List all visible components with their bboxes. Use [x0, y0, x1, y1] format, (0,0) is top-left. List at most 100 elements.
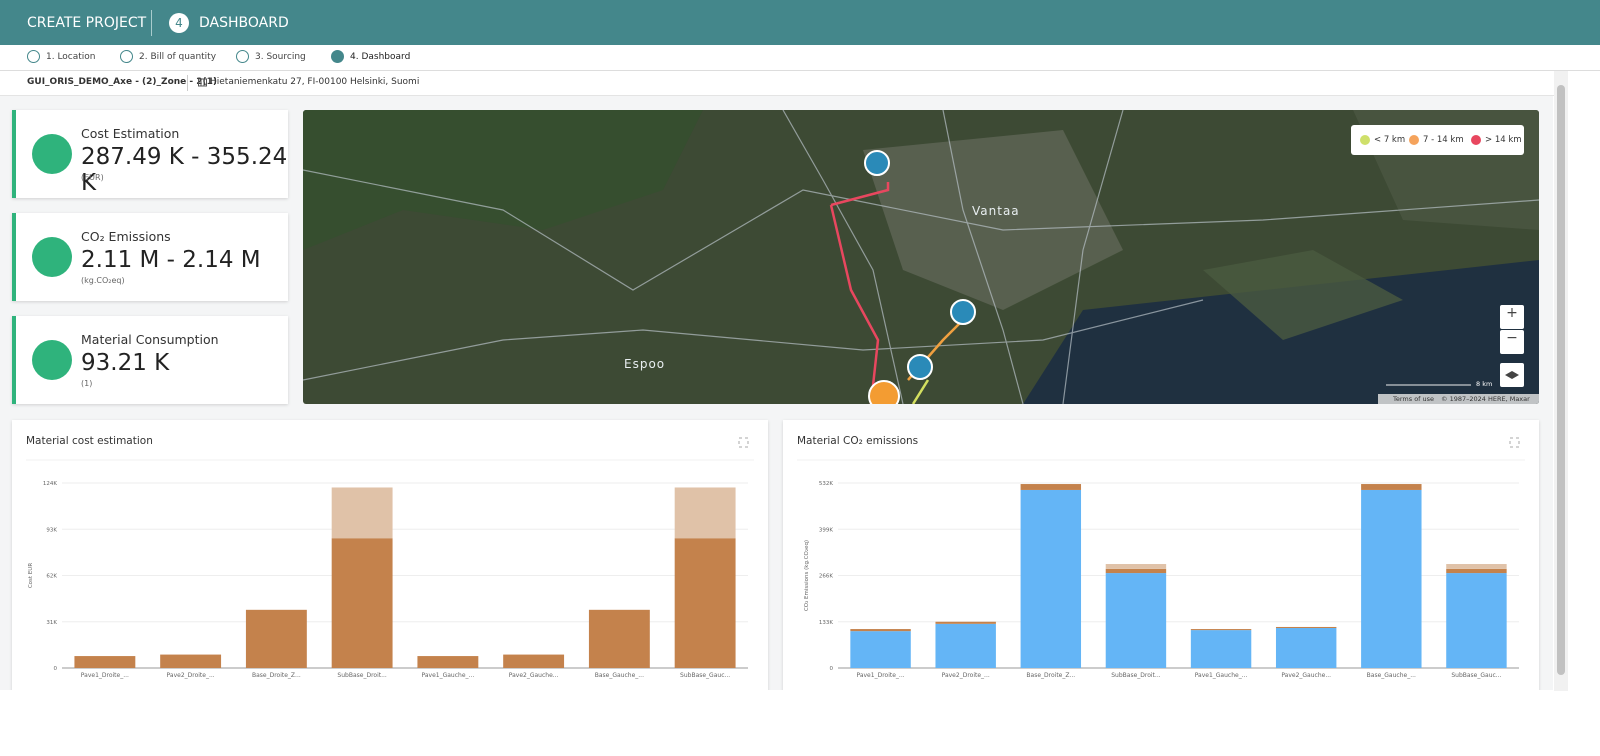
bar-segment: [331, 538, 393, 668]
kpi-title: Material Consumption: [81, 332, 219, 347]
kpi-unit: (kg.CO₂eq): [81, 276, 125, 285]
kpi-card: Material Consumption 93.21 K (1): [12, 316, 288, 404]
x-tick-label: SubBase_Droit...: [1111, 672, 1160, 679]
x-tick-label: Base_Gauche_...: [595, 672, 644, 679]
bar-segment: [935, 623, 996, 668]
copyright: © 1987–2024 HERE, Maxar: [1441, 395, 1530, 403]
step-label[interactable]: 3. Sourcing: [255, 52, 306, 62]
bar-segment: [1190, 630, 1252, 668]
kpi-card: CO₂ Emissions 2.11 M - 2.14 M (kg.CO₂eq): [12, 213, 288, 301]
bar-segment: [1020, 484, 1082, 490]
bar-segment: [1105, 568, 1167, 574]
kpi-unit: (EUR): [81, 173, 104, 182]
legend-label: > 14 km: [1485, 135, 1522, 145]
terms-link[interactable]: Terms of use: [1393, 395, 1435, 403]
bar-segment: [850, 631, 911, 668]
bar-segment: [331, 487, 393, 539]
x-tick-label: Pave1_Droite_...: [81, 672, 129, 679]
y-tick-label: 0: [54, 666, 58, 672]
x-tick-label: Pave2_Droite_...: [167, 672, 215, 679]
chart-title: Material cost estimation: [26, 435, 153, 447]
bar-segment: [935, 621, 996, 624]
step-badge: 4: [169, 13, 189, 33]
project-name: GUI_ORIS_DEMO_Axe - (2)_Zone - 2(1): [27, 77, 218, 87]
zoom-in[interactable]: +: [1506, 305, 1518, 321]
kpi-title: CO₂ Emissions: [81, 229, 171, 244]
step-label[interactable]: 2. Bill of quantity: [139, 52, 217, 62]
y-tick-label: 62K: [46, 574, 57, 580]
x-tick-label: Pave1_Droite_...: [856, 672, 904, 679]
bar-segment: [1446, 573, 1507, 668]
bar-segment: [1446, 568, 1507, 574]
kpi-title: Cost Estimation: [81, 126, 180, 141]
app-title[interactable]: CREATE PROJECT: [27, 15, 147, 31]
bar-segment: [245, 609, 307, 668]
y-tick-label: 0: [830, 666, 834, 672]
kpi-icon: [32, 237, 72, 277]
chart-title: Material CO₂ emissions: [797, 435, 919, 447]
chart: 0 31K 62K 93K 124K Cost EUR Pave1_Droite_... Pa…: [26, 437, 754, 679]
kpi-value: 93.21 K: [81, 350, 170, 376]
bar-segment: [1105, 564, 1167, 569]
bar-segment: [1446, 564, 1507, 569]
bar-segment: [1361, 484, 1422, 490]
bar-segment: [1105, 573, 1167, 668]
x-tick-label: Pave1_Gauche_...: [422, 672, 475, 679]
bar-segment: [160, 654, 222, 668]
footer-space: [0, 690, 1553, 756]
step-icon[interactable]: [120, 50, 133, 63]
bar-segment: [588, 609, 650, 668]
y-tick-label: 266K: [819, 574, 833, 580]
x-tick-label: Pave2_Gauche...: [1281, 672, 1331, 679]
map[interactable]: [303, 110, 1539, 404]
kpi-icon: [32, 134, 72, 174]
step-title: DASHBOARD: [199, 15, 289, 31]
step-label[interactable]: 4. Dashboard: [350, 52, 411, 62]
bar-segment: [674, 538, 736, 668]
step-icon[interactable]: [27, 50, 40, 63]
y-tick-label: 133K: [819, 620, 833, 626]
top-bar: CREATE PROJECT 4 DASHBOARD: [0, 0, 1600, 45]
x-tick-label: Pave2_Gauche...: [509, 672, 559, 679]
map-canvas: [303, 110, 1539, 404]
bar-segment: [1275, 628, 1337, 668]
chart-panel: Material cost estimation 0 31K 62K 93K 124K Co…: [12, 420, 768, 700]
divider: [151, 10, 152, 36]
kpi-unit: (1): [81, 379, 93, 388]
legend-label: < 7 km: [1374, 135, 1406, 145]
y-tick-label: 31K: [46, 620, 57, 626]
x-tick-label: Pave2_Droite_...: [942, 672, 990, 679]
address: Hietaniemenkatu 27, FI-00100 Helsinki, S…: [210, 77, 420, 87]
y-axis-label: Cost EUR: [28, 563, 34, 588]
bar-segment: [674, 487, 736, 539]
x-tick-label: SubBase_Droit...: [337, 672, 386, 679]
bar-segment: [1275, 626, 1337, 629]
scrollbar[interactable]: [1554, 71, 1568, 691]
y-tick-label: 93K: [46, 527, 57, 533]
x-tick-label: SubBase_Gauc...: [1451, 672, 1501, 679]
y-axis-label: CO₂ Emissions (kg.CO₂eq): [804, 540, 810, 611]
y-tick-label: 124K: [43, 481, 57, 487]
kpi-icon: [32, 340, 72, 380]
step-label[interactable]: 1. Location: [46, 52, 96, 62]
chart-panel: Material CO₂ emissions 0 133K 266K 399K 532K C…: [783, 420, 1539, 700]
kpi-card: Cost Estimation 287.49 K - 355.24 K (EUR): [12, 110, 288, 198]
kpi-value: 2.11 M - 2.14 M: [81, 247, 261, 273]
bar-segment: [503, 654, 565, 668]
x-tick-label: Base_Droite_Z...: [1026, 672, 1075, 679]
y-tick-label: 399K: [819, 527, 833, 533]
step-icon[interactable]: [236, 50, 249, 63]
x-tick-label: Base_Gauche_...: [1367, 672, 1416, 679]
x-tick-label: Pave1_Gauche_...: [1195, 672, 1248, 679]
place-label: Vantaa: [972, 204, 1020, 218]
zoom-out[interactable]: −: [1506, 330, 1518, 346]
map-icon: [198, 78, 207, 87]
bar-segment: [417, 656, 479, 668]
step-icon[interactable]: [331, 50, 344, 63]
scale-label: 8 km: [1476, 380, 1493, 388]
expand-icon: [738, 437, 749, 448]
x-tick-label: Base_Droite_Z...: [252, 672, 301, 679]
bar-segment: [1361, 489, 1422, 668]
divider: [187, 75, 188, 91]
